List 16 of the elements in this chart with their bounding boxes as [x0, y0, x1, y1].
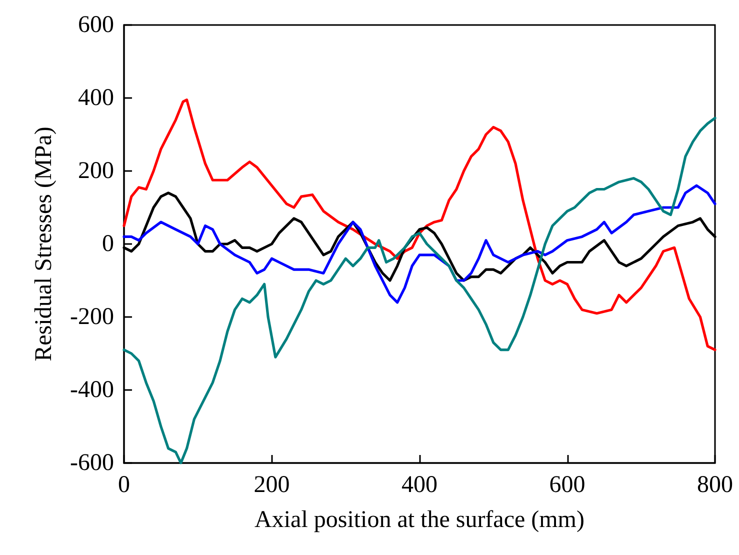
y-tick-label: -400	[70, 377, 114, 403]
y-axis-title: Residual Stresses (MPa)	[31, 126, 57, 362]
y-tick-label: 600	[78, 12, 114, 38]
y-tick-label: 400	[78, 85, 114, 111]
y-tick-label: 200	[78, 158, 114, 184]
x-tick-label: 400	[402, 472, 438, 498]
y-tick-label: 0	[102, 231, 114, 257]
x-tick-label: 800	[697, 472, 733, 498]
y-tick-label: -200	[70, 304, 114, 330]
line-series	[122, 184, 716, 304]
x-tick-label: 600	[549, 472, 586, 498]
y-tick-label: -600	[70, 450, 114, 476]
x-tick-label: 0	[118, 472, 130, 498]
x-tick-label: 200	[254, 472, 290, 498]
line-series	[122, 98, 716, 352]
x-axis-title: Axial position at the surface (mm)	[254, 507, 584, 533]
